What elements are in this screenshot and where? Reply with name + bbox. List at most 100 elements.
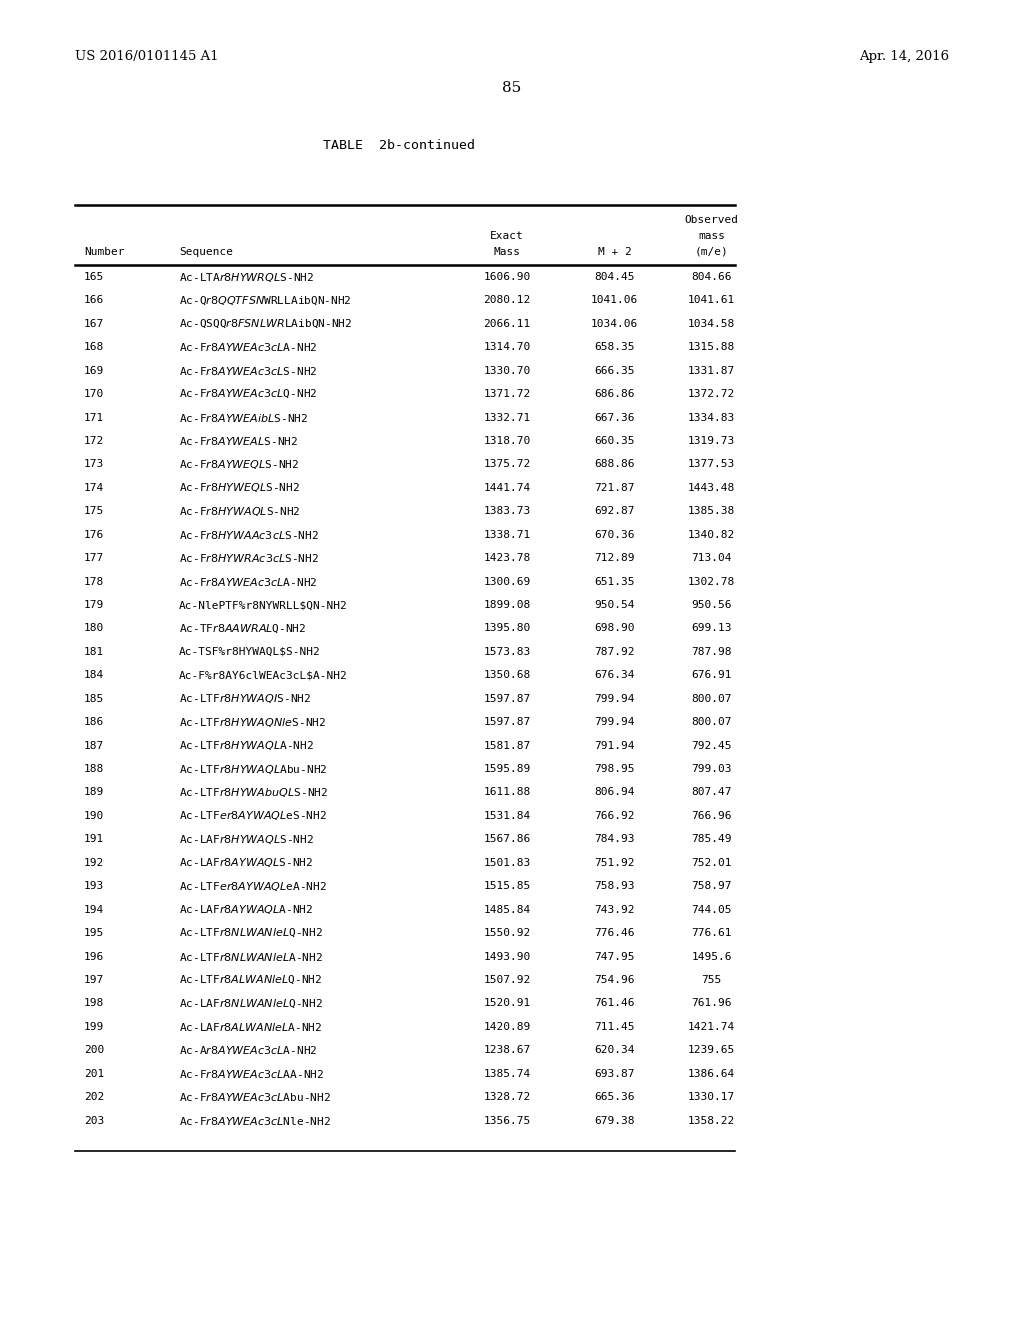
- Text: Apr. 14, 2016: Apr. 14, 2016: [859, 50, 949, 63]
- Text: 1371.72: 1371.72: [483, 389, 530, 399]
- Text: 1239.65: 1239.65: [688, 1045, 735, 1055]
- Text: 1041.06: 1041.06: [591, 296, 638, 305]
- Text: 761.46: 761.46: [594, 998, 635, 1008]
- Text: 761.96: 761.96: [691, 998, 732, 1008]
- Text: mass: mass: [698, 231, 725, 242]
- Text: 171: 171: [84, 413, 104, 422]
- Text: 807.47: 807.47: [691, 788, 732, 797]
- Text: 181: 181: [84, 647, 104, 657]
- Text: 1300.69: 1300.69: [483, 577, 530, 586]
- Text: Ac-LTA$r8HYWRQL$S-NH2: Ac-LTA$r8HYWRQL$S-NH2: [179, 271, 314, 284]
- Text: 188: 188: [84, 764, 104, 774]
- Text: 1581.87: 1581.87: [483, 741, 530, 751]
- Text: 201: 201: [84, 1069, 104, 1078]
- Text: 1330.17: 1330.17: [688, 1092, 735, 1102]
- Text: Sequence: Sequence: [179, 247, 233, 257]
- Text: 686.86: 686.86: [594, 389, 635, 399]
- Text: 185: 185: [84, 694, 104, 704]
- Text: Ac-F$r8AYWEAc3cL$A-NH2: Ac-F$r8AYWEAc3cL$A-NH2: [179, 576, 317, 587]
- Text: Ac-F$r8AYWEAc3cL$Q-NH2: Ac-F$r8AYWEAc3cL$Q-NH2: [179, 388, 317, 400]
- Text: 1485.84: 1485.84: [483, 904, 530, 915]
- Text: 1595.89: 1595.89: [483, 764, 530, 774]
- Text: 804.66: 804.66: [691, 272, 732, 282]
- Text: 190: 190: [84, 810, 104, 821]
- Text: 665.36: 665.36: [594, 1092, 635, 1102]
- Text: 699.13: 699.13: [691, 623, 732, 634]
- Text: 166: 166: [84, 296, 104, 305]
- Text: Ac-NlePTF%r8NYWRLL$QN-NH2: Ac-NlePTF%r8NYWRLL$QN-NH2: [179, 601, 348, 610]
- Text: 1573.83: 1573.83: [483, 647, 530, 657]
- Text: 1421.74: 1421.74: [688, 1022, 735, 1032]
- Text: 186: 186: [84, 717, 104, 727]
- Text: 692.87: 692.87: [594, 507, 635, 516]
- Text: 799.94: 799.94: [594, 717, 635, 727]
- Text: 676.91: 676.91: [691, 671, 732, 680]
- Text: 1314.70: 1314.70: [483, 342, 530, 352]
- Text: 1385.74: 1385.74: [483, 1069, 530, 1078]
- Text: 197: 197: [84, 975, 104, 985]
- Text: 1383.73: 1383.73: [483, 507, 530, 516]
- Text: 168: 168: [84, 342, 104, 352]
- Text: 1899.08: 1899.08: [483, 601, 530, 610]
- Text: 1318.70: 1318.70: [483, 436, 530, 446]
- Text: 800.07: 800.07: [691, 694, 732, 704]
- Text: 1377.53: 1377.53: [688, 459, 735, 470]
- Text: 1315.88: 1315.88: [688, 342, 735, 352]
- Text: Ac-LTF$r8ALWANleL$Q-NH2: Ac-LTF$r8ALWANleL$Q-NH2: [179, 974, 323, 986]
- Text: 1423.78: 1423.78: [483, 553, 530, 564]
- Text: 784.93: 784.93: [594, 834, 635, 845]
- Text: 1302.78: 1302.78: [688, 577, 735, 586]
- Text: 2066.11: 2066.11: [483, 319, 530, 329]
- Text: 169: 169: [84, 366, 104, 376]
- Text: 758.93: 758.93: [594, 882, 635, 891]
- Text: 1331.87: 1331.87: [688, 366, 735, 376]
- Text: Ac-F$r8AYWEAc3cL$Nle-NH2: Ac-F$r8AYWEAc3cL$Nle-NH2: [179, 1114, 331, 1126]
- Text: 660.35: 660.35: [594, 436, 635, 446]
- Text: Ac-LTF$r8HYWAQI$S-NH2: Ac-LTF$r8HYWAQI$S-NH2: [179, 692, 311, 705]
- Text: Ac-LAF$r8AYWAQL$A-NH2: Ac-LAF$r8AYWAQL$A-NH2: [179, 903, 313, 916]
- Text: 799.03: 799.03: [691, 764, 732, 774]
- Text: 1597.87: 1597.87: [483, 717, 530, 727]
- Text: 1356.75: 1356.75: [483, 1115, 530, 1126]
- Text: 1330.70: 1330.70: [483, 366, 530, 376]
- Text: 1611.88: 1611.88: [483, 788, 530, 797]
- Text: 202: 202: [84, 1092, 104, 1102]
- Text: 172: 172: [84, 436, 104, 446]
- Text: 1340.82: 1340.82: [688, 529, 735, 540]
- Text: Ac-LTF$r8NLWANleL$A-NH2: Ac-LTF$r8NLWANleL$A-NH2: [179, 950, 324, 962]
- Text: 620.34: 620.34: [594, 1045, 635, 1055]
- Text: 776.61: 776.61: [691, 928, 732, 939]
- Text: 203: 203: [84, 1115, 104, 1126]
- Text: 1238.67: 1238.67: [483, 1045, 530, 1055]
- Text: 1375.72: 1375.72: [483, 459, 530, 470]
- Text: Number: Number: [84, 247, 125, 257]
- Text: Ac-F$r8AYWEAc3cL$A-NH2: Ac-F$r8AYWEAc3cL$A-NH2: [179, 342, 317, 354]
- Text: 651.35: 651.35: [594, 577, 635, 586]
- Text: 1420.89: 1420.89: [483, 1022, 530, 1032]
- Text: 1328.72: 1328.72: [483, 1092, 530, 1102]
- Text: 1493.90: 1493.90: [483, 952, 530, 961]
- Text: 191: 191: [84, 834, 104, 845]
- Text: 165: 165: [84, 272, 104, 282]
- Text: 679.38: 679.38: [594, 1115, 635, 1126]
- Text: 200: 200: [84, 1045, 104, 1055]
- Text: 1495.6: 1495.6: [691, 952, 732, 961]
- Text: 1338.71: 1338.71: [483, 529, 530, 540]
- Text: 1443.48: 1443.48: [688, 483, 735, 492]
- Text: Ac-F%r8AY6clWEAc3cL$A-NH2: Ac-F%r8AY6clWEAc3cL$A-NH2: [179, 671, 348, 680]
- Text: 2080.12: 2080.12: [483, 296, 530, 305]
- Text: 670.36: 670.36: [594, 529, 635, 540]
- Text: 178: 178: [84, 577, 104, 586]
- Text: 187: 187: [84, 741, 104, 751]
- Text: Ac-LTF$er8AYWAQL$eS-NH2: Ac-LTF$er8AYWAQL$eS-NH2: [179, 809, 327, 822]
- Text: 1034.06: 1034.06: [591, 319, 638, 329]
- Text: Ac-LTF$r8NLWANleL$Q-NH2: Ac-LTF$r8NLWANleL$Q-NH2: [179, 927, 324, 940]
- Text: Ac-LTF$er8AYWAQL$eA-NH2: Ac-LTF$er8AYWAQL$eA-NH2: [179, 879, 327, 892]
- Text: 758.97: 758.97: [691, 882, 732, 891]
- Text: Ac-TSF%r8HYWAQL$S-NH2: Ac-TSF%r8HYWAQL$S-NH2: [179, 647, 321, 657]
- Text: 170: 170: [84, 389, 104, 399]
- Text: Ac-LAF$r8HYWAQL$S-NH2: Ac-LAF$r8HYWAQL$S-NH2: [179, 833, 314, 846]
- Text: 1507.92: 1507.92: [483, 975, 530, 985]
- Text: Ac-QSQQ$r8FSNLWR$LAibQN-NH2: Ac-QSQQ$r8FSNLWR$LAibQN-NH2: [179, 318, 352, 330]
- Text: 189: 189: [84, 788, 104, 797]
